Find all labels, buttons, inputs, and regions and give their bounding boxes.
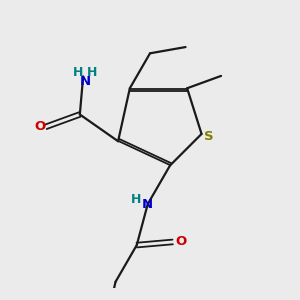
Text: S: S <box>204 130 214 142</box>
Text: H: H <box>131 193 141 206</box>
Text: N: N <box>80 75 91 88</box>
Text: N: N <box>142 198 153 211</box>
Text: O: O <box>176 236 187 248</box>
Text: O: O <box>34 120 45 133</box>
Text: H: H <box>73 67 83 80</box>
Text: H: H <box>87 67 98 80</box>
